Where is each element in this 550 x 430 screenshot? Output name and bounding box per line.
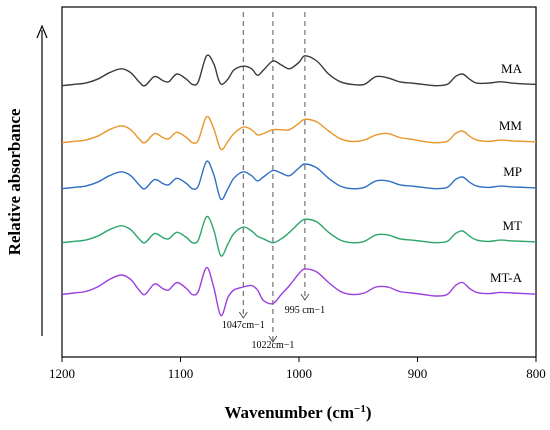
annotation-labels: 1047cm−1 1022cm−1 995 cm−1 — [222, 305, 325, 351]
x-axis-title-close: ) — [366, 403, 372, 422]
series-labels: MA MM MP MT MT-A — [490, 61, 523, 285]
x-axis-title: Wavenumber (cm−1) — [225, 403, 372, 422]
series-line-ma — [61, 54, 537, 87]
x-tick-label: 1200 — [49, 366, 75, 381]
series-label-ma: MA — [501, 61, 523, 76]
annotation-label-1047: 1047cm−1 — [222, 320, 265, 331]
x-axis-ticks: 1200 1100 1000 900 800 — [49, 357, 546, 381]
series-label-mp: MP — [503, 164, 522, 179]
annotation-arrow-995 — [300, 293, 310, 301]
x-axis-title-exponent: −1 — [354, 403, 366, 415]
series-line-mm — [61, 115, 537, 151]
series-label-mt: MT — [503, 218, 523, 233]
annotation-label-1022: 1022cm−1 — [252, 340, 295, 351]
annotation-arrow-1022 — [268, 335, 278, 343]
x-tick-label: 1100 — [168, 366, 194, 381]
x-tick-label: 800 — [526, 366, 546, 381]
annotation-lines — [238, 12, 310, 343]
annotation-arrow-1047 — [238, 311, 248, 319]
y-axis-title: Relative absorbance — [5, 108, 24, 255]
series-line-mt-a — [61, 266, 537, 317]
x-axis-title-text: Wavenumber (cm — [225, 403, 355, 422]
x-tick-label: 900 — [408, 366, 428, 381]
annotation-label-995: 995 cm−1 — [285, 305, 325, 316]
x-tick-label: 1000 — [286, 366, 312, 381]
y-axis-arrow-head — [36, 24, 48, 39]
series-lines — [61, 54, 537, 317]
series-line-mt — [61, 215, 537, 257]
series-label-mm: MM — [499, 118, 523, 133]
series-label-mt-a: MT-A — [490, 270, 523, 285]
series-line-mp — [61, 160, 537, 201]
